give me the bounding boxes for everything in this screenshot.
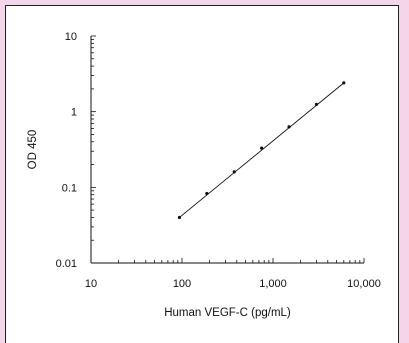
tick-labels: 10 100 1,000 10,000 10 1 0.1 0.01 xyxy=(56,31,381,290)
data-point xyxy=(232,170,236,174)
x-tick-label: 100 xyxy=(173,278,191,290)
y-tick-label: 10 xyxy=(65,31,77,43)
data-point xyxy=(260,146,264,150)
data-point xyxy=(177,215,182,220)
x-tick-label: 10,000 xyxy=(347,278,381,290)
data-point xyxy=(314,102,319,106)
x-tick-label: 10 xyxy=(85,278,97,290)
y-tick-label: 0.01 xyxy=(56,258,77,270)
data-points xyxy=(177,81,346,220)
x-axis-title: Human VEGF-C (pg/mL) xyxy=(164,307,291,319)
axes xyxy=(90,36,364,264)
data-point xyxy=(287,125,291,129)
y-tick-label: 0.1 xyxy=(62,182,77,194)
x-tick-label: 1,000 xyxy=(259,278,287,290)
data-point xyxy=(205,191,209,196)
fit-line xyxy=(179,82,345,218)
chart-frame xyxy=(5,5,399,343)
data-point xyxy=(342,81,346,85)
y-axis-title: OD 450 xyxy=(27,130,39,170)
y-tick-label: 1 xyxy=(71,107,77,119)
tick-marks xyxy=(90,35,365,264)
